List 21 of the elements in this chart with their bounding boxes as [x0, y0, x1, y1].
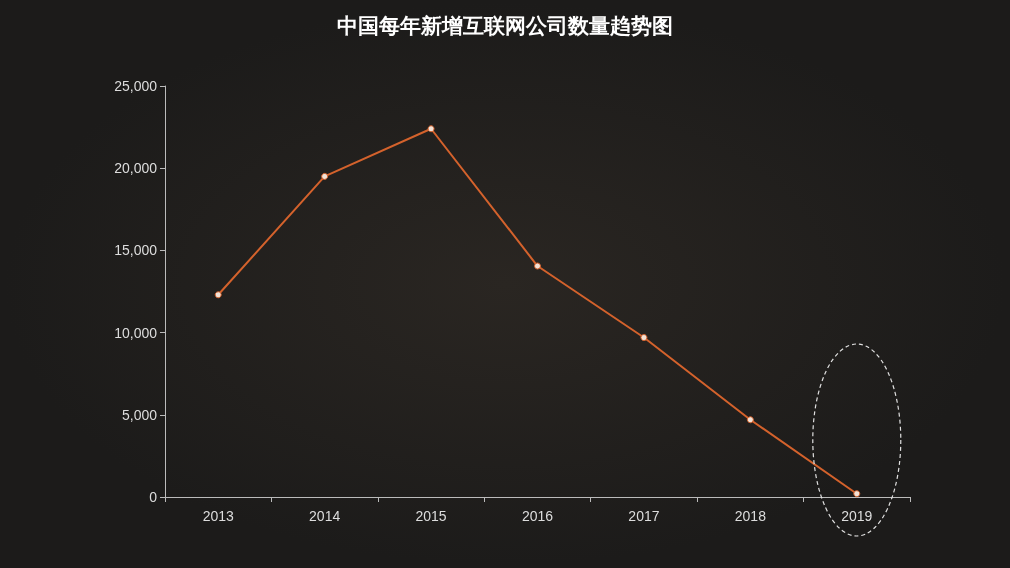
point: [534, 262, 541, 270]
point: [746, 416, 754, 424]
x-tick-label: 2015: [415, 508, 447, 524]
point: [321, 172, 329, 180]
y-tick-label: 0: [149, 489, 158, 505]
point: [640, 334, 648, 342]
x-tick-label: 2017: [628, 508, 660, 524]
point: [853, 490, 861, 498]
x-tick-label: 2016: [521, 508, 554, 524]
point: [427, 125, 435, 133]
x-tick-label: 2019: [841, 508, 873, 524]
point: [214, 291, 222, 299]
y-tick-label: 5,000: [121, 406, 158, 423]
y-tick-label: 10,000: [114, 324, 158, 341]
y-tick-label: 20,000: [114, 160, 158, 177]
y-tick-label: 25,000: [114, 78, 158, 94]
x-tick-label: 2018: [734, 508, 767, 524]
x-tick-label: 2013: [202, 508, 234, 524]
y-tick-label: 15,000: [114, 242, 158, 259]
x-tick-label: 2014: [309, 508, 341, 524]
chart-title: 中国每年新增互联网公司数量趋势图: [337, 13, 673, 38]
